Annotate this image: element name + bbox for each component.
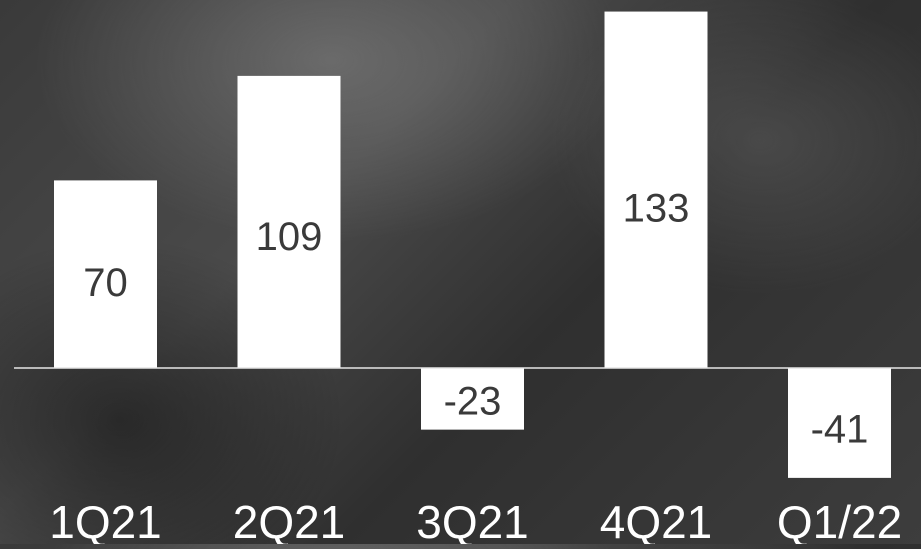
data-label: -41 (811, 407, 869, 451)
category-label: 4Q21 (600, 496, 713, 544)
data-labels-group: 70 109 -23 133 -41 (83, 187, 868, 452)
category-label: 2Q21 (233, 496, 346, 544)
data-label: -23 (444, 379, 502, 423)
data-label: 133 (623, 187, 690, 231)
category-label: 1Q21 (49, 496, 162, 544)
bar-q122 (788, 368, 891, 478)
bar-4q21 (604, 11, 708, 369)
bar-3q21 (421, 368, 524, 430)
category-labels-group: 1Q21 2Q21 3Q21 4Q21 Q1/22 (49, 496, 902, 548)
bars-group (54, 11, 891, 478)
category-label: Q1/22 (777, 496, 902, 544)
bar-1q21 (54, 180, 157, 368)
data-label: 109 (256, 215, 323, 259)
bar-2q21 (237, 75, 341, 368)
data-label: 70 (83, 261, 128, 305)
category-label: 3Q21 (416, 496, 529, 544)
